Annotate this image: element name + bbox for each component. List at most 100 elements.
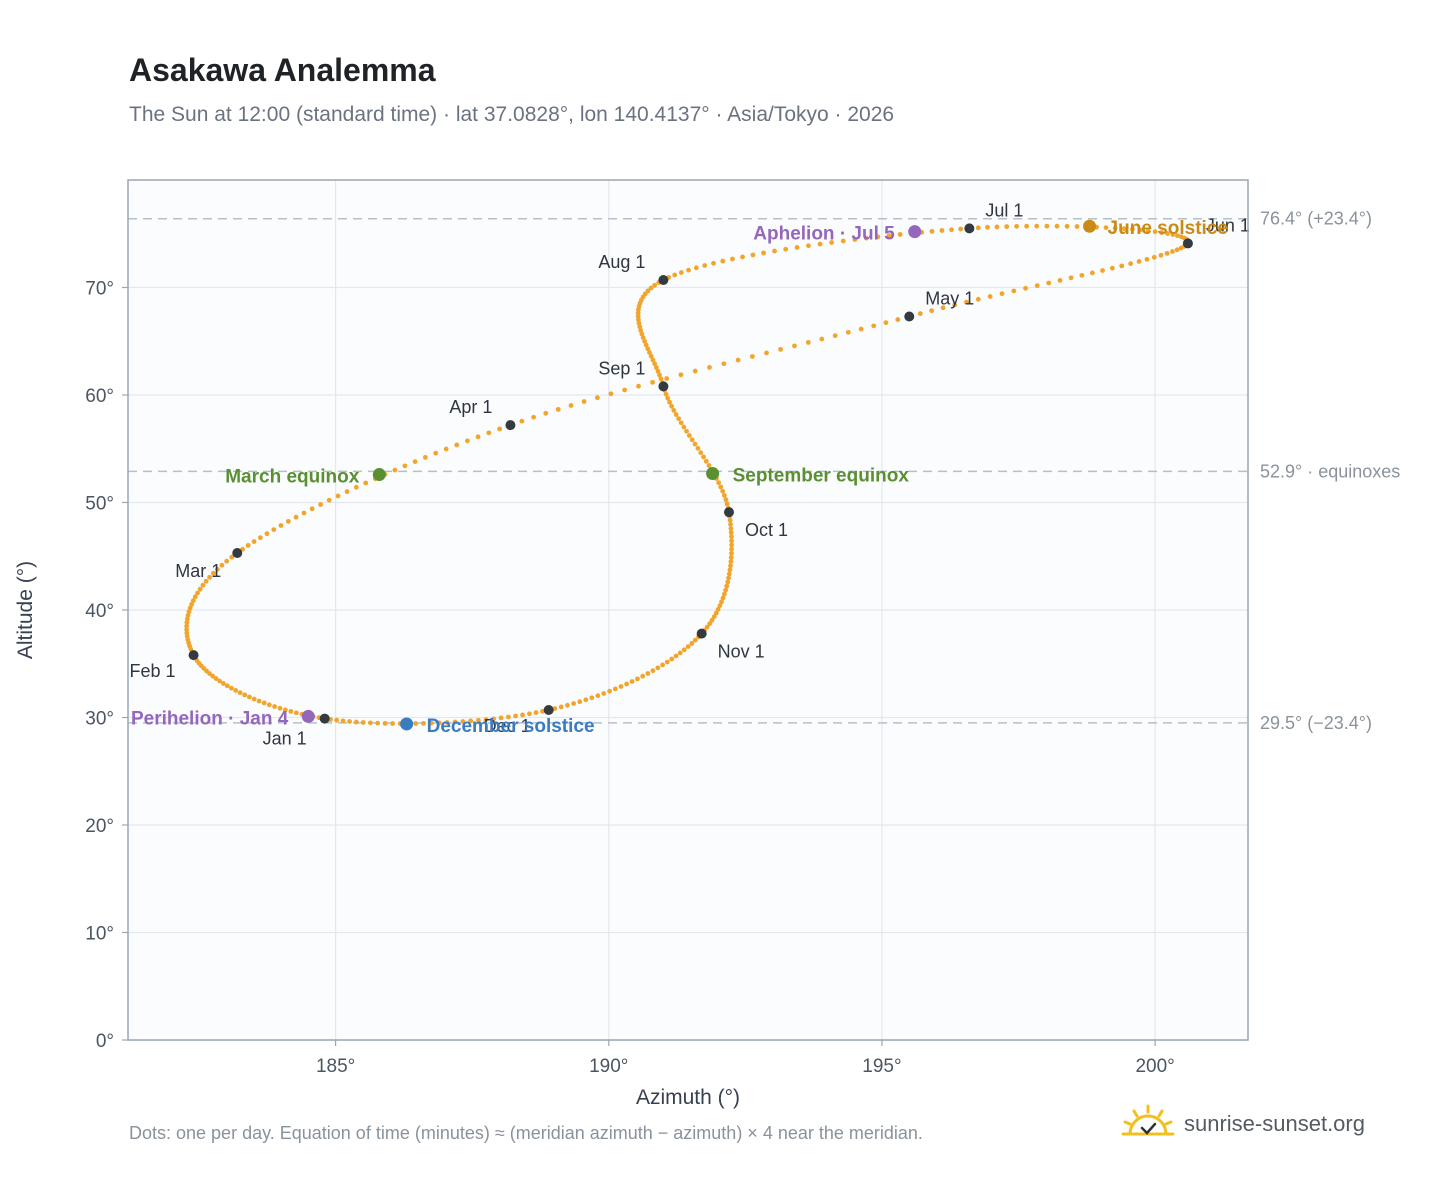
daily-sun-dot — [693, 265, 699, 271]
daily-sun-dot — [382, 720, 388, 726]
daily-sun-dot — [237, 690, 243, 696]
daily-sun-dot — [513, 713, 518, 719]
daily-sun-dot — [1068, 275, 1074, 281]
month-marker — [658, 381, 669, 392]
month-marker — [723, 507, 734, 518]
daily-sun-dot — [594, 395, 600, 401]
daily-sun-dot — [460, 719, 466, 724]
daily-sun-dot — [271, 527, 277, 532]
daily-sun-dot — [883, 320, 889, 326]
daily-sun-dot — [433, 450, 439, 456]
daily-sun-dot — [1159, 230, 1165, 235]
daily-sun-dot — [728, 555, 734, 560]
daily-sun-dot — [1119, 263, 1125, 269]
daily-sun-dot — [720, 258, 726, 264]
daily-sun-dot — [735, 357, 741, 363]
daily-sun-dot — [724, 583, 730, 589]
daily-sun-dot — [1130, 226, 1135, 232]
daily-sun-dot — [246, 694, 252, 700]
daily-sun-dot — [650, 668, 656, 674]
daily-sun-dot — [555, 406, 561, 412]
daily-sun-dot — [285, 518, 291, 524]
daily-sun-dot — [363, 480, 369, 486]
daily-sun-dot — [1128, 261, 1134, 267]
daily-sun-dot — [729, 550, 734, 556]
month-marker — [505, 420, 516, 431]
daily-sun-dot — [1103, 225, 1109, 231]
daily-sun-dot — [257, 535, 263, 541]
daily-sun-dot — [655, 368, 661, 374]
brand-logo[interactable]: sunrise-sunset.org — [1120, 1102, 1365, 1146]
daily-sun-dot — [192, 594, 198, 600]
daily-sun-dot — [695, 445, 701, 451]
event-marker — [908, 225, 922, 239]
daily-sun-dot — [895, 317, 901, 322]
daily-sun-dot — [219, 562, 225, 568]
daily-sun-dot — [464, 438, 470, 444]
daily-sun-dot — [664, 659, 670, 665]
x-axis-ticks: 185° 190° 195° 200° — [316, 1040, 1175, 1077]
daily-sun-dot — [703, 458, 709, 464]
daily-sun-dot — [840, 238, 846, 244]
daily-sun-dot — [817, 241, 823, 247]
daily-sun-dot — [636, 383, 641, 389]
daily-sun-dot — [713, 610, 719, 616]
daily-sun-dot — [829, 240, 835, 245]
daily-sun-dot — [468, 718, 474, 724]
daily-sun-dot — [929, 308, 935, 314]
daily-sun-dot — [686, 267, 691, 273]
daily-sun-dot — [667, 399, 672, 405]
daily-sun-dot — [375, 720, 381, 726]
daily-sun-dot — [764, 350, 769, 356]
daily-sun-dot — [642, 338, 647, 344]
brand-name: sunrise-sunset.org — [1184, 1111, 1365, 1136]
daily-sun-dot — [497, 426, 503, 432]
daily-sun-dot — [724, 501, 730, 507]
daily-sun-dot — [845, 329, 851, 335]
daily-sun-dot — [224, 558, 230, 564]
daily-sun-dot — [277, 705, 283, 711]
daily-sun-dot — [444, 720, 450, 725]
daily-sun-dot — [229, 554, 235, 560]
daily-sun-dot — [819, 336, 825, 342]
daily-sun-dot — [952, 302, 958, 308]
daily-sun-dot — [367, 720, 373, 726]
daily-sun-dot — [353, 484, 359, 490]
daily-sun-dot — [886, 233, 892, 239]
daily-sun-dot — [832, 333, 838, 339]
daily-sun-dot — [698, 450, 704, 456]
event-label: Perihelion · Jan 4 — [131, 708, 289, 729]
daily-sun-dot — [721, 493, 727, 498]
daily-sun-dot — [340, 718, 346, 724]
daily-sun-dot — [1057, 277, 1063, 283]
daily-sun-dot — [1164, 250, 1170, 256]
daily-sun-dot — [571, 701, 577, 706]
daily-sun-dot — [390, 721, 395, 726]
daily-sun-dot — [264, 531, 270, 537]
daily-sun-dot — [730, 256, 735, 262]
daily-sun-dot — [635, 676, 640, 682]
daily-sun-dot — [200, 582, 206, 588]
daily-sun-dot — [863, 235, 869, 241]
daily-sun-dot — [207, 574, 212, 580]
daily-sun-dot — [728, 559, 734, 564]
daily-sun-dot — [266, 702, 272, 708]
daily-sun-dot — [1138, 227, 1143, 233]
daily-sun-dot — [897, 232, 903, 237]
daily-sun-dot — [189, 601, 194, 607]
daily-sun-dot — [1121, 226, 1127, 232]
reference-line-label: 29.5° (−23.4°) — [1260, 713, 1372, 733]
y-axis-title: Altitude (°) — [14, 561, 37, 659]
daily-sun-dot — [519, 418, 525, 424]
daily-sun-dot — [657, 372, 662, 378]
y-tick-label: 20° — [85, 816, 114, 837]
daily-sun-dot — [658, 376, 664, 382]
x-tick-label: 200° — [1135, 1056, 1174, 1077]
daily-sun-dot — [1136, 259, 1142, 264]
month-marker — [658, 274, 669, 285]
daily-sun-dot — [186, 609, 192, 615]
daily-sun-dot — [1064, 223, 1070, 229]
x-tick-label: 195° — [862, 1056, 901, 1077]
daily-sun-dot — [1004, 224, 1010, 229]
daily-sun-dot — [711, 614, 717, 620]
